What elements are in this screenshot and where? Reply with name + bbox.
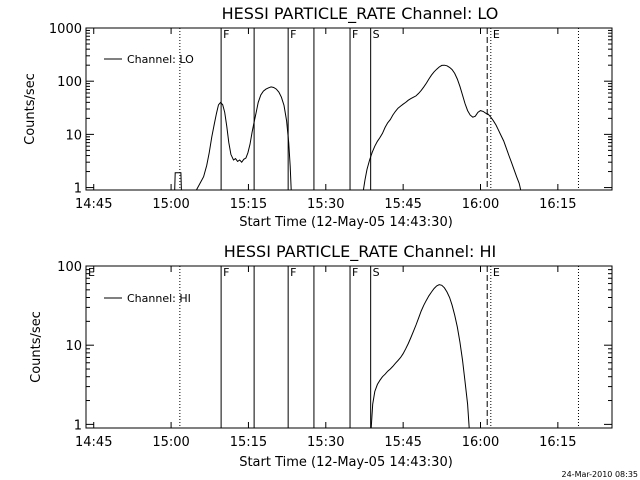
panel-hi-xtick-label-3: 15:30 xyxy=(307,435,344,450)
panel-hi-title: HESSI PARTICLE_RATE Channel: HI xyxy=(224,242,497,262)
panel-lo-title: HESSI PARTICLE_RATE Channel: LO xyxy=(222,4,499,24)
panel-lo-xtick-label-1: 15:00 xyxy=(152,197,189,212)
panel-hi-marker-label-1: F xyxy=(223,266,229,279)
panel-hi-marker-label-3: F xyxy=(290,266,296,279)
panel-hi-marks: F F F S E E 14:45 15:00 15:15 15:30 15:45 16:00 16:1… xyxy=(57,260,612,450)
panel-lo-marker-label-8: E xyxy=(493,28,500,41)
panel-lo-xlabel: Start Time (12-May-05 14:43:30) xyxy=(239,215,453,230)
panel-hi-ylabel: Counts/sec xyxy=(29,311,44,383)
panel-lo-series-0-segment-0 xyxy=(174,172,182,191)
panel-lo-xtick-label-6: 16:15 xyxy=(539,197,576,212)
panel-lo-ytick-label-0: 1 xyxy=(74,182,82,197)
footer-timestamp: 24-Mar-2010 08:35 xyxy=(562,470,639,479)
panel-lo-marker-label-1: F xyxy=(223,28,229,41)
panel-lo-marker-label-3: F xyxy=(290,28,296,41)
panel-hi-legend: Channel: HI xyxy=(104,292,191,305)
panel-lo-legend: Channel: LO xyxy=(104,53,194,66)
panel-lo-series-0-segment-1 xyxy=(195,86,292,191)
panel-lo-series-0-segment-2 xyxy=(362,64,522,191)
panel-lo-marker-label-6: S xyxy=(373,28,380,41)
panel-lo-xtick-label-2: 15:15 xyxy=(230,197,267,212)
panel-hi-marker-label-6: S xyxy=(373,266,380,279)
panel-lo-xtick-label-4: 15:45 xyxy=(384,197,421,212)
panel-hi-series-0-segment-0 xyxy=(370,284,470,429)
panel-hi-marker-label-5: F xyxy=(352,266,358,279)
panel-hi-xtick-label-6: 16:15 xyxy=(539,435,576,450)
panel-hi-ytick-label-0: 1 xyxy=(74,418,82,433)
panel-lo-xtick-label-5: 16:00 xyxy=(462,197,499,212)
panel-lo: HESSI PARTICLE_RATE Channel: LO F F F S E 14:… xyxy=(23,4,613,230)
panel-hi-xtick-label-4: 15:45 xyxy=(384,435,421,450)
panel-hi-marker-label-8: E xyxy=(493,266,500,279)
panel-lo-ytick-label-3: 1000 xyxy=(49,22,82,37)
panel-lo-legend-label: Channel: LO xyxy=(127,53,194,66)
panel-hi-frame xyxy=(85,265,613,429)
panel-hi-ytick-label-2: 100 xyxy=(57,260,82,275)
panel-hi: HESSI PARTICLE_RATE Channel: HI F F F S E E 14… xyxy=(29,242,613,470)
panel-lo-ytick-label-1: 10 xyxy=(65,128,82,143)
panel-hi-xtick-label-5: 16:00 xyxy=(462,435,499,450)
panel-lo-ytick-label-2: 100 xyxy=(57,75,82,90)
panel-lo-marks: F F F S E 14:45 15:00 15:15 15:30 15:45 16:00 16:15… xyxy=(49,22,612,212)
panel-hi-legend-label: Channel: HI xyxy=(127,292,191,305)
panel-hi-edge-label-0: E xyxy=(88,266,95,279)
panel-hi-xtick-label-1: 15:00 xyxy=(152,435,189,450)
panel-hi-ytick-label-1: 10 xyxy=(65,339,82,354)
panel-lo-marker-label-5: F xyxy=(352,28,358,41)
panel-lo-frame xyxy=(85,27,613,191)
panel-lo-xtick-label-0: 14:45 xyxy=(75,197,112,212)
panel-hi-xtick-label-0: 14:45 xyxy=(75,435,112,450)
panel-lo-ylabel: Counts/sec xyxy=(23,73,38,145)
panel-hi-xlabel: Start Time (12-May-05 14:43:30) xyxy=(239,455,453,470)
panel-lo-xtick-label-3: 15:30 xyxy=(307,197,344,212)
panel-hi-xtick-label-2: 15:15 xyxy=(230,435,267,450)
